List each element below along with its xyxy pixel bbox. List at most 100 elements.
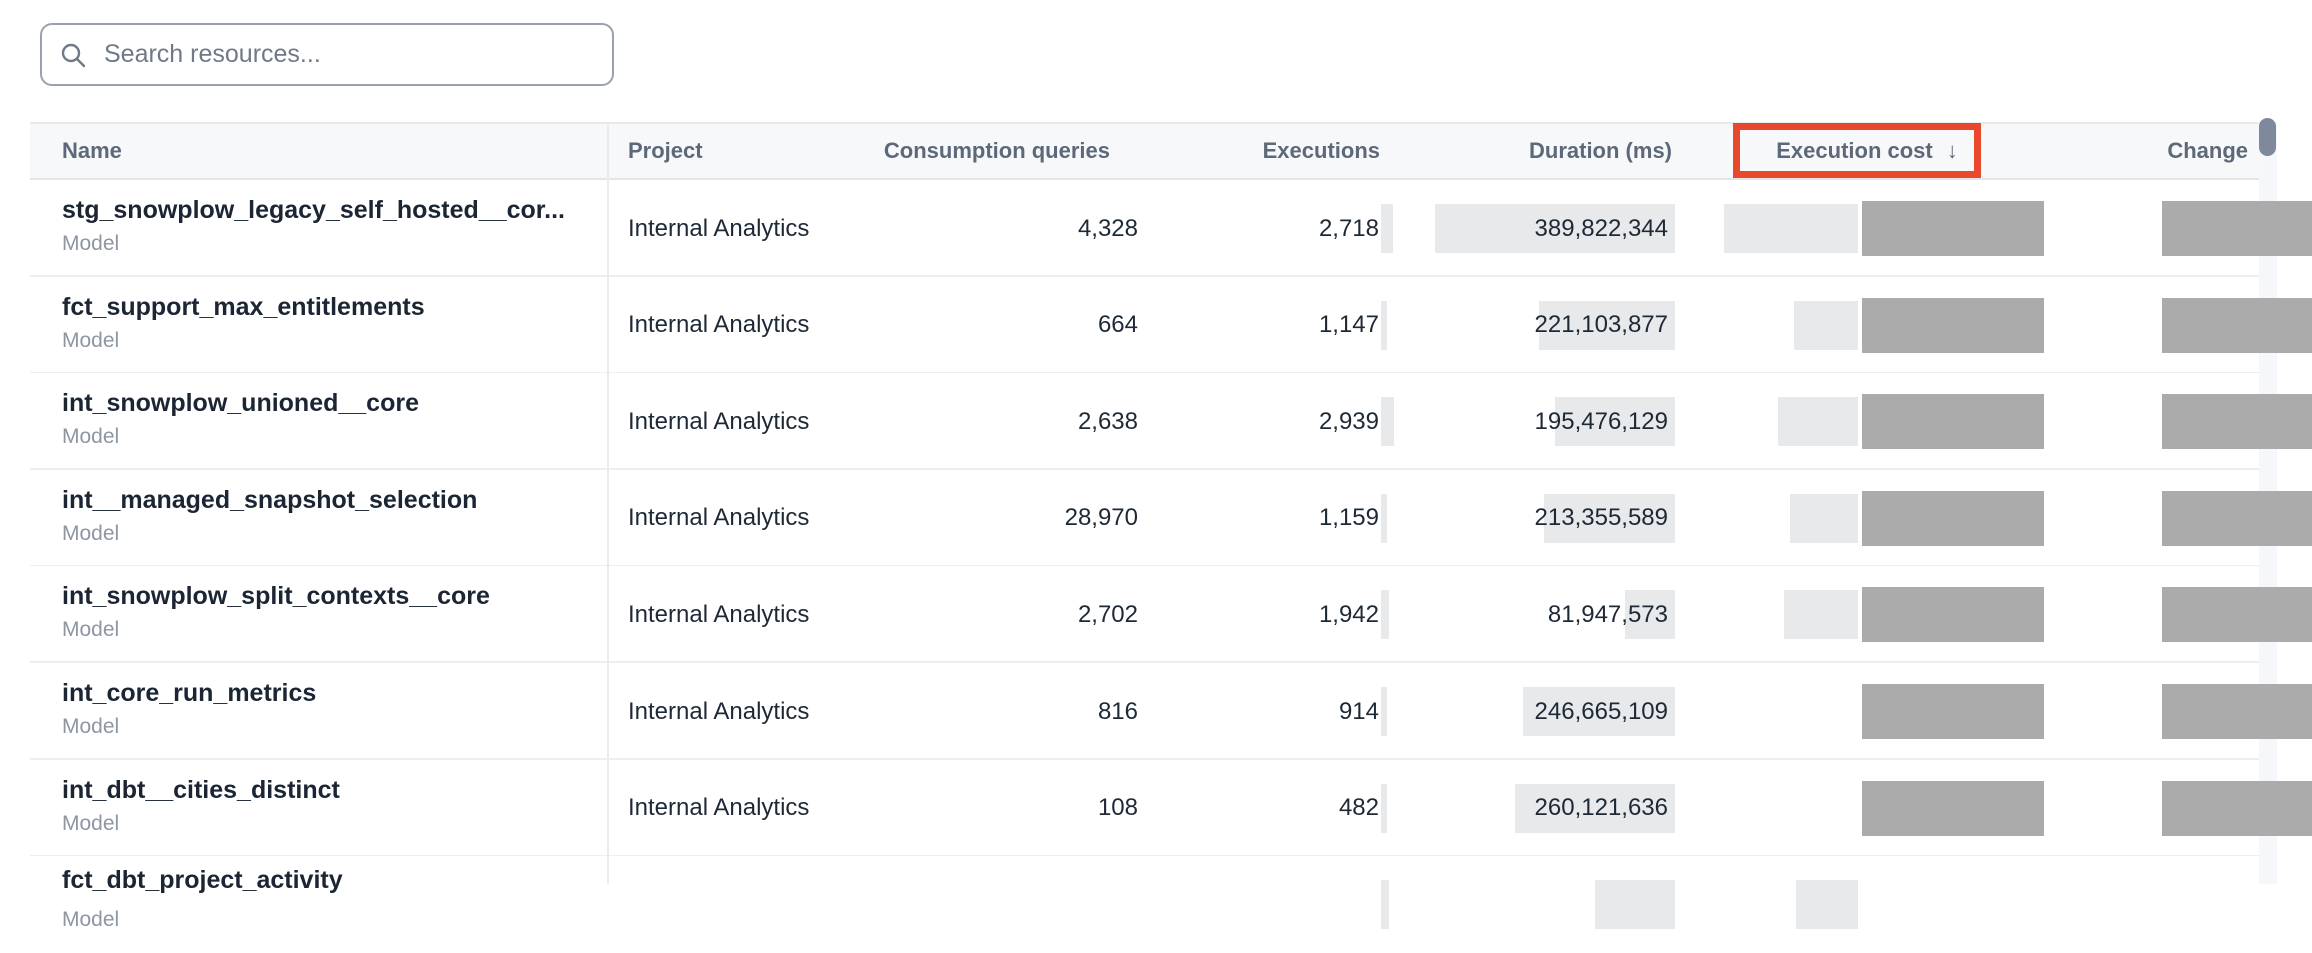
executions-magnitude-bar: [1381, 493, 1387, 543]
column-header-duration[interactable]: Duration (ms): [1529, 138, 1672, 163]
row-divider: [30, 758, 2259, 760]
execution-cost-magnitude-bar: [1778, 397, 1858, 447]
table-row[interactable]: fct_support_max_entitlements Model Inter…: [30, 276, 2312, 374]
executions-cell: 914: [1338, 697, 1379, 725]
duration-cell: 213,355,589: [1534, 504, 1668, 532]
column-header-change[interactable]: Change: [2167, 138, 2248, 163]
executions-magnitude-bar: [1381, 300, 1387, 350]
table-header: Name Project Consumption queries Executi…: [30, 122, 2259, 180]
table-row[interactable]: int_core_run_metrics Model Internal Anal…: [30, 663, 2312, 760]
resource-name[interactable]: int_snowplow_unioned__core: [62, 389, 419, 418]
project-cell: Internal Analytics: [628, 697, 810, 725]
resource-name[interactable]: int_dbt__cities_distinct: [62, 775, 340, 804]
table-row[interactable]: fct_dbt_project_activity Model: [30, 856, 2312, 953]
resource-name[interactable]: int__managed_snapshot_selection: [62, 485, 478, 514]
row-divider: [30, 275, 2259, 277]
duration-magnitude-bar: [1435, 204, 1675, 253]
search-box[interactable]: [40, 23, 614, 86]
table-row[interactable]: stg_snowplow_legacy_self_hosted__cor... …: [30, 180, 2312, 277]
executions-cell: 1,942: [1318, 600, 1379, 628]
project-cell: Internal Analytics: [628, 214, 810, 242]
duration-cell: 195,476,129: [1534, 407, 1668, 435]
resource-type: Model: [62, 232, 120, 255]
resource-type: Model: [62, 811, 120, 835]
annotation-highlight-box: [1733, 123, 1981, 178]
column-header-execution-cost[interactable]: Execution cost ↓: [1742, 124, 1992, 178]
executions-magnitude-bar: [1381, 687, 1387, 736]
resource-name[interactable]: int_core_run_metrics: [62, 679, 317, 707]
row-divider: [30, 564, 2259, 567]
executions-cell: 1,147: [1318, 311, 1379, 339]
column-header-execution-cost-label: Execution cost: [1776, 138, 1933, 163]
project-cell: Internal Analytics: [628, 794, 810, 822]
column-header-name[interactable]: Name: [62, 138, 122, 163]
table-row[interactable]: int_snowplow_split_contexts__core Model …: [30, 566, 2312, 664]
change-cell: [2030, 856, 2190, 953]
executions-magnitude-bar: [1381, 783, 1387, 833]
search-icon: [61, 43, 86, 67]
table-row[interactable]: int_dbt__cities_distinct Model Internal …: [30, 759, 2312, 857]
column-header-executions[interactable]: Executions: [1262, 138, 1380, 163]
execution-cost-redaction-box: [1862, 201, 2044, 256]
resource-type: Model: [62, 328, 120, 352]
scrollbar-thumb[interactable]: [2259, 118, 2276, 156]
executions-magnitude-bar: [1381, 397, 1394, 447]
execution-cost-magnitude-bar: [1724, 204, 1858, 253]
duration-magnitude-bar: [1539, 300, 1675, 350]
duration-cell: 260,121,636: [1534, 794, 1668, 822]
column-divider: [607, 122, 609, 884]
duration-cell: 221,103,877: [1534, 311, 1668, 339]
resource-type: Model: [62, 425, 120, 449]
executions-magnitude-bar: [1381, 204, 1393, 253]
sort-descending-icon: ↓: [1946, 138, 1958, 163]
consumption-queries-cell: 664: [1097, 311, 1138, 339]
duration-cell: 81,947,573: [1547, 600, 1668, 628]
execution-cost-redaction-box: [1862, 490, 2044, 546]
executions-cell: 1,159: [1318, 504, 1379, 532]
duration-cell: 389,822,344: [1534, 214, 1668, 242]
consumption-queries-cell: [790, 856, 1138, 953]
resource-type: Model: [62, 908, 120, 932]
duration-magnitude-bar: [1523, 687, 1675, 736]
execution-cost-redaction-box: [1862, 297, 2044, 353]
resource-name[interactable]: int_snowplow_split_contexts__core: [62, 582, 490, 611]
resource-name[interactable]: fct_dbt_project_activity: [62, 866, 343, 895]
change-redaction-box: [2162, 201, 2312, 256]
executions-cell: 2,939: [1318, 407, 1379, 435]
row-divider: [30, 661, 2259, 664]
consumption-queries-cell: 2,638: [1077, 407, 1138, 435]
change-redaction-box: [2162, 297, 2312, 353]
duration-magnitude-bar: [1625, 590, 1675, 640]
executions-magnitude-bar: [1381, 590, 1389, 640]
execution-cost-magnitude-bar: [1790, 493, 1858, 543]
consumption-queries-cell: 2,702: [1077, 600, 1138, 628]
consumption-queries-cell: 4,328: [1077, 214, 1138, 242]
change-redaction-box: [2162, 780, 2312, 836]
project-cell: Internal Analytics: [628, 600, 810, 628]
row-divider: [30, 854, 2259, 857]
table-row[interactable]: int_snowplow_unioned__core Model Interna…: [30, 373, 2312, 471]
table-row[interactable]: int__managed_snapshot_selection Model In…: [30, 469, 2312, 567]
duration-magnitude-bar: [1515, 783, 1675, 833]
search-input[interactable]: [102, 39, 594, 70]
duration-magnitude-bar: [1555, 397, 1675, 447]
column-header-consumption-queries[interactable]: Consumption queries: [883, 138, 1110, 163]
execution-cost-magnitude-bar: [1784, 590, 1858, 640]
consumption-queries-cell: 28,970: [1064, 504, 1138, 532]
change-redaction-box: [2162, 587, 2312, 643]
consumption-queries-cell: 108: [1097, 794, 1138, 822]
column-header-project[interactable]: Project: [628, 138, 703, 163]
resource-type: Model: [62, 715, 120, 738]
execution-cost-cell: [1720, 856, 1888, 953]
executions-cell: 2,718: [1318, 214, 1379, 242]
execution-cost-redaction-box: [1862, 587, 2044, 643]
execution-cost-magnitude-bar: [1794, 300, 1858, 350]
change-redaction-box: [2162, 684, 2312, 739]
execution-cost-redaction-box: [1862, 780, 2044, 836]
project-cell: Internal Analytics: [628, 504, 810, 532]
duration-magnitude-bar: [1544, 493, 1675, 543]
resource-name[interactable]: fct_support_max_entitlements: [62, 292, 425, 321]
resource-type: Model: [62, 521, 120, 545]
resource-name[interactable]: stg_snowplow_legacy_self_hosted__cor...: [62, 196, 565, 224]
resource-type: Model: [62, 618, 120, 642]
